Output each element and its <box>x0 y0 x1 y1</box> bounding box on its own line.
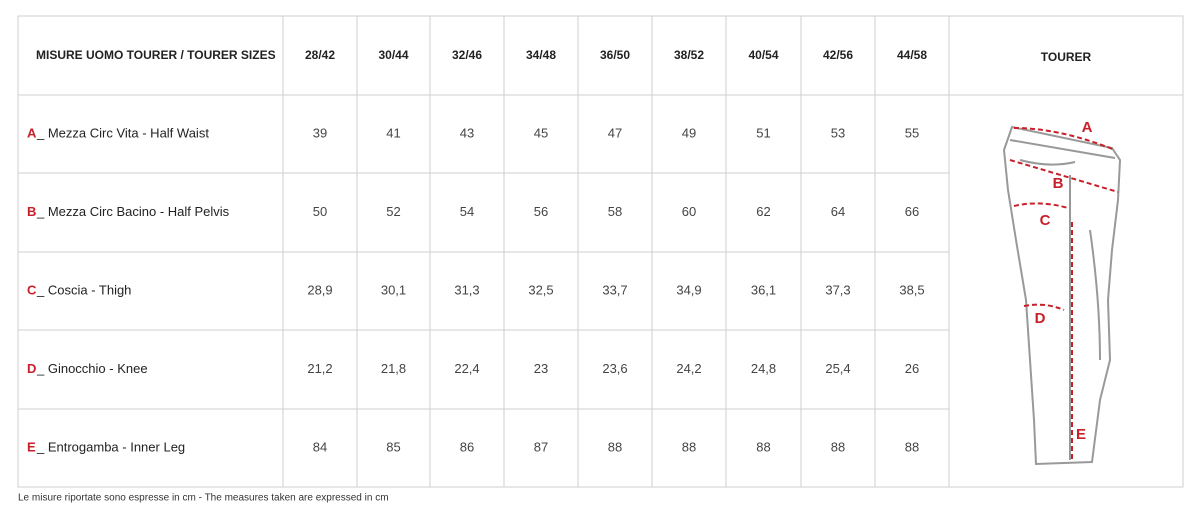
cell-value: 22,4 <box>454 361 479 376</box>
cell-value: 45 <box>534 125 548 140</box>
cell-value: 21,2 <box>307 361 332 376</box>
cell-value: 56 <box>534 204 548 219</box>
size-header: 32/46 <box>452 48 482 62</box>
size-header: 44/58 <box>897 48 927 62</box>
cell-value: 24,2 <box>676 361 701 376</box>
cell-value: 88 <box>831 439 845 454</box>
cell-value: 55 <box>905 125 919 140</box>
row-letter: D <box>27 361 36 376</box>
cell-value: 85 <box>386 439 400 454</box>
size-header: 38/52 <box>674 48 704 62</box>
cell-value: 64 <box>831 204 845 219</box>
size-header: 34/48 <box>526 48 556 62</box>
model-header: TOURER <box>1041 50 1092 64</box>
row-letter: E <box>27 439 36 454</box>
cell-value: 84 <box>313 439 327 454</box>
diagram-label: A <box>1082 119 1093 136</box>
row-label: _ Entrogamba - Inner Leg <box>36 439 185 454</box>
row-letter: A <box>27 125 37 140</box>
cell-value: 87 <box>534 439 548 454</box>
cell-value: 41 <box>386 125 400 140</box>
diagram-label: B <box>1053 175 1064 192</box>
cell-value: 60 <box>682 204 696 219</box>
cell-value: 38,5 <box>899 282 924 297</box>
pants-drawing <box>1002 125 1122 466</box>
cell-value: 47 <box>608 125 622 140</box>
size-header: 36/50 <box>600 48 630 62</box>
cell-value: 23 <box>534 361 548 376</box>
cell-value: 50 <box>313 204 327 219</box>
row-label: _ Coscia - Thigh <box>36 282 131 297</box>
cell-value: 88 <box>682 439 696 454</box>
corner-header: MISURE UOMO TOURER / TOURER SIZES <box>36 48 276 62</box>
size-header: 28/42 <box>305 48 335 62</box>
cell-value: 49 <box>682 125 696 140</box>
row-label: _ Mezza Circ Vita - Half Waist <box>36 125 209 140</box>
diagram-label: D <box>1035 310 1046 327</box>
cell-value: 66 <box>905 204 919 219</box>
cell-value: 58 <box>608 204 622 219</box>
cell-value: 88 <box>608 439 622 454</box>
diagram-label: C <box>1040 212 1051 229</box>
size-header: 42/56 <box>823 48 853 62</box>
cell-value: 32,5 <box>528 282 553 297</box>
cell-value: 36,1 <box>751 282 776 297</box>
cell-value: 88 <box>905 439 919 454</box>
size-header: 40/54 <box>748 48 778 62</box>
cell-value: 26 <box>905 361 919 376</box>
cell-value: 33,7 <box>602 282 627 297</box>
diagram-label: E <box>1076 426 1086 443</box>
cell-value: 88 <box>756 439 770 454</box>
row-label: _ Mezza Circ Bacino - Half Pelvis <box>36 204 230 219</box>
cell-value: 62 <box>756 204 770 219</box>
cell-value: 31,3 <box>454 282 479 297</box>
cell-value: 39 <box>313 125 327 140</box>
row-letter: C <box>27 282 37 297</box>
cell-value: 23,6 <box>602 361 627 376</box>
cell-value: 43 <box>460 125 474 140</box>
cell-value: 24,8 <box>751 361 776 376</box>
cell-value: 34,9 <box>676 282 701 297</box>
cell-value: 53 <box>831 125 845 140</box>
cell-value: 28,9 <box>307 282 332 297</box>
footer-note: Le misure riportate sono espresse in cm … <box>18 493 389 504</box>
cell-value: 25,4 <box>825 361 850 376</box>
cell-value: 86 <box>460 439 474 454</box>
cell-value: 54 <box>460 204 474 219</box>
cell-value: 30,1 <box>381 282 406 297</box>
row-letter: B <box>27 204 36 219</box>
cell-value: 52 <box>386 204 400 219</box>
size-header: 30/44 <box>378 48 408 62</box>
cell-value: 37,3 <box>825 282 850 297</box>
row-label: _ Ginocchio - Knee <box>36 361 148 376</box>
cell-value: 21,8 <box>381 361 406 376</box>
cell-value: 51 <box>756 125 770 140</box>
